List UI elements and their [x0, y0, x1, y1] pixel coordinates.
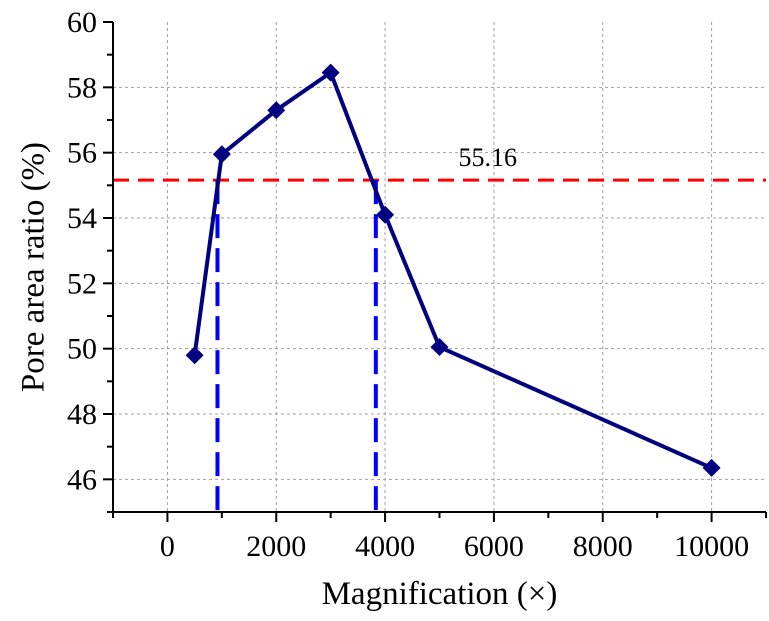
reference-value-label: 55.16 [459, 143, 518, 172]
x-tick-label: 10000 [674, 530, 749, 563]
data-point-marker [267, 101, 286, 120]
data-point-marker [321, 63, 340, 82]
data-point-marker [376, 205, 395, 224]
y-tick-label: 46 [67, 463, 97, 496]
x-axis-title: Magnification (×) [322, 576, 558, 612]
y-tick-label: 50 [67, 333, 97, 366]
data-point-marker [430, 338, 449, 357]
series-line [192, 70, 713, 470]
y-tick-label: 58 [67, 71, 97, 104]
data-point-marker [212, 145, 231, 164]
gridlines [113, 22, 766, 512]
y-tick-label: 56 [67, 137, 97, 170]
x-tick-label: 2000 [246, 530, 306, 563]
y-tick-label: 60 [67, 6, 97, 39]
axes [103, 21, 767, 522]
x-tick-label: 0 [160, 530, 175, 563]
data-series [185, 63, 721, 477]
y-tick-label: 48 [67, 398, 97, 431]
x-tick-label: 4000 [355, 530, 415, 563]
data-point-marker [702, 458, 721, 477]
x-tick-label: 8000 [573, 530, 633, 563]
y-axis-title: Pore area ratio (%) [16, 142, 52, 392]
reference-lines [113, 178, 766, 512]
y-tick-label: 52 [67, 267, 97, 300]
x-tick-label: 6000 [464, 530, 524, 563]
y-tick-label: 54 [67, 202, 97, 235]
tick-labels: 0 2000 4000 6000 8000 10000 46 48 50 52 54 56 58 60 [67, 6, 749, 563]
data-point-marker [185, 346, 204, 365]
